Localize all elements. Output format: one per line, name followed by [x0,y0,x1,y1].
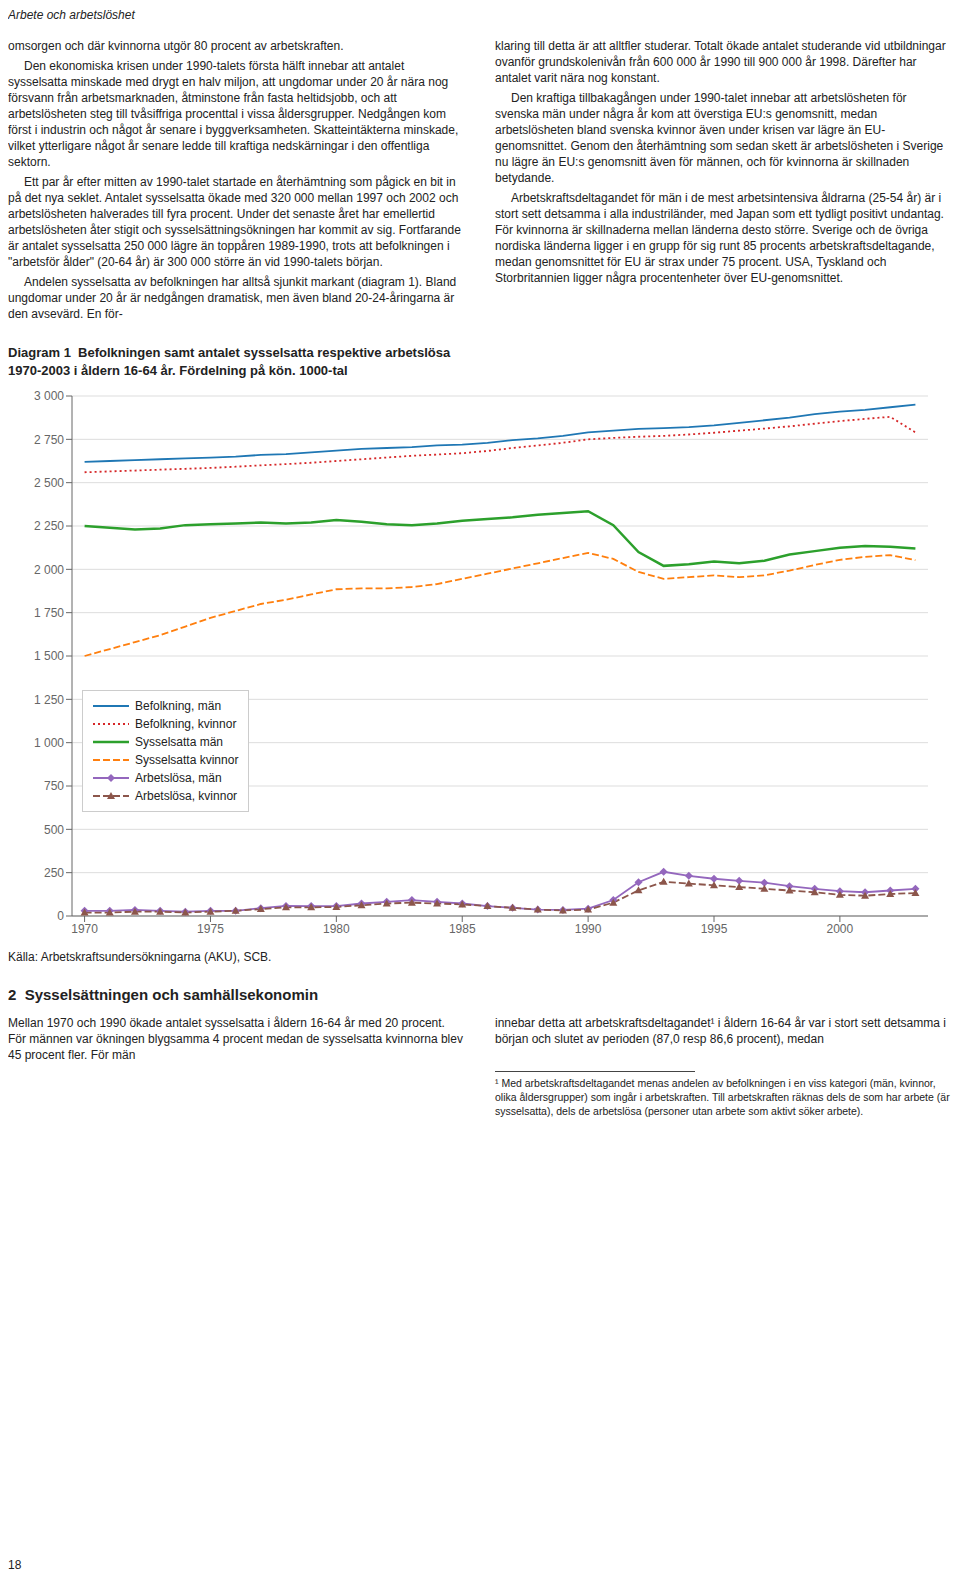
html-text:Den kraftiga tillbakagången un: Den kraftiga tillbakagången under 1990-t… [495,91,944,185]
svg-text:2000: 2000 [827,922,854,936]
svg-text:1975: 1975 [197,922,224,936]
html-text:Sysselsatta män: Sysselsatta män [135,735,223,749]
svg-text:2 750: 2 750 [34,433,64,447]
html-text:Arbete och arbetslöshet: Arbete och arbetslöshet [8,8,135,22]
html-text:2 Sysselsättningen och samhäll: 2 Sysselsättningen och samhällsekonomin [8,986,319,1003]
svg-text:250: 250 [44,866,64,880]
html-text:omsorgen och där kvinnorna utg: omsorgen och där kvinnorna utgör 80 proc… [8,39,344,53]
html-text:Befolkning, män: Befolkning, män [135,699,222,713]
html-text:Arbetslösa, kvinnor: Arbetslösa, kvinnor [135,789,237,803]
html-text:innebar detta att arbetskrafts: innebar detta att arbetskraftsdeltagande… [495,1016,946,1046]
html-text:Sysselsatta kvinnor: Sysselsatta kvinnor [135,753,239,767]
svg-text:2 000: 2 000 [34,563,64,577]
html-text:Den ekonomiska krisen under 19: Den ekonomiska krisen under 1990-talets … [8,59,459,169]
html-text:Källa: Arbetskraftsundersöknin: Källa: Arbetskraftsundersökningarna (AKU… [8,950,272,964]
svg-text:1 250: 1 250 [34,693,64,707]
html-text:Diagram 1 Befolkningen samt an: Diagram 1 Befolkningen samt antalet syss… [8,345,451,378]
html-text:Befolkning, kvinnor: Befolkning, kvinnor [135,717,237,731]
html-text:Andelen sysselsatta av befolkn: Andelen sysselsatta av befolkningen har … [8,275,457,321]
svg-text:500: 500 [44,823,64,837]
svg-text:2 500: 2 500 [34,476,64,490]
svg-text:3 000: 3 000 [34,389,64,403]
svg-text:1985: 1985 [449,922,476,936]
svg-text:750: 750 [44,779,64,793]
html-text:Mellan 1970 och 1990 ökade ant: Mellan 1970 och 1990 ökade antalet sysse… [8,1016,463,1062]
svg-text:2 250: 2 250 [34,519,64,533]
svg-text:1 500: 1 500 [34,649,64,663]
html-text:¹ Med arbetskraftsdeltagandet: ¹ Med arbetskraftsdeltagandet menas ande… [495,1077,950,1117]
html-text:Arbetslösa, män: Arbetslösa, män [135,771,222,785]
svg-text:1 000: 1 000 [34,736,64,750]
svg-text:1970: 1970 [71,922,98,936]
svg-text:1980: 1980 [323,922,350,936]
svg-text:1990: 1990 [575,922,602,936]
html-text:18: 18 [8,1558,22,1572]
html-text:klaring till detta är att allt: klaring till detta är att alltfler stude… [495,39,946,85]
svg-text:1995: 1995 [701,922,728,936]
html-text:Ett par år efter mitten av 199: Ett par år efter mitten av 1990-talet st… [8,175,461,269]
svg-text:0: 0 [57,909,64,923]
svg-text:1 750: 1 750 [34,606,64,620]
html-text:Arbetskraftsdeltagandet för mä: Arbetskraftsdeltagandet för män i de mes… [495,191,944,285]
